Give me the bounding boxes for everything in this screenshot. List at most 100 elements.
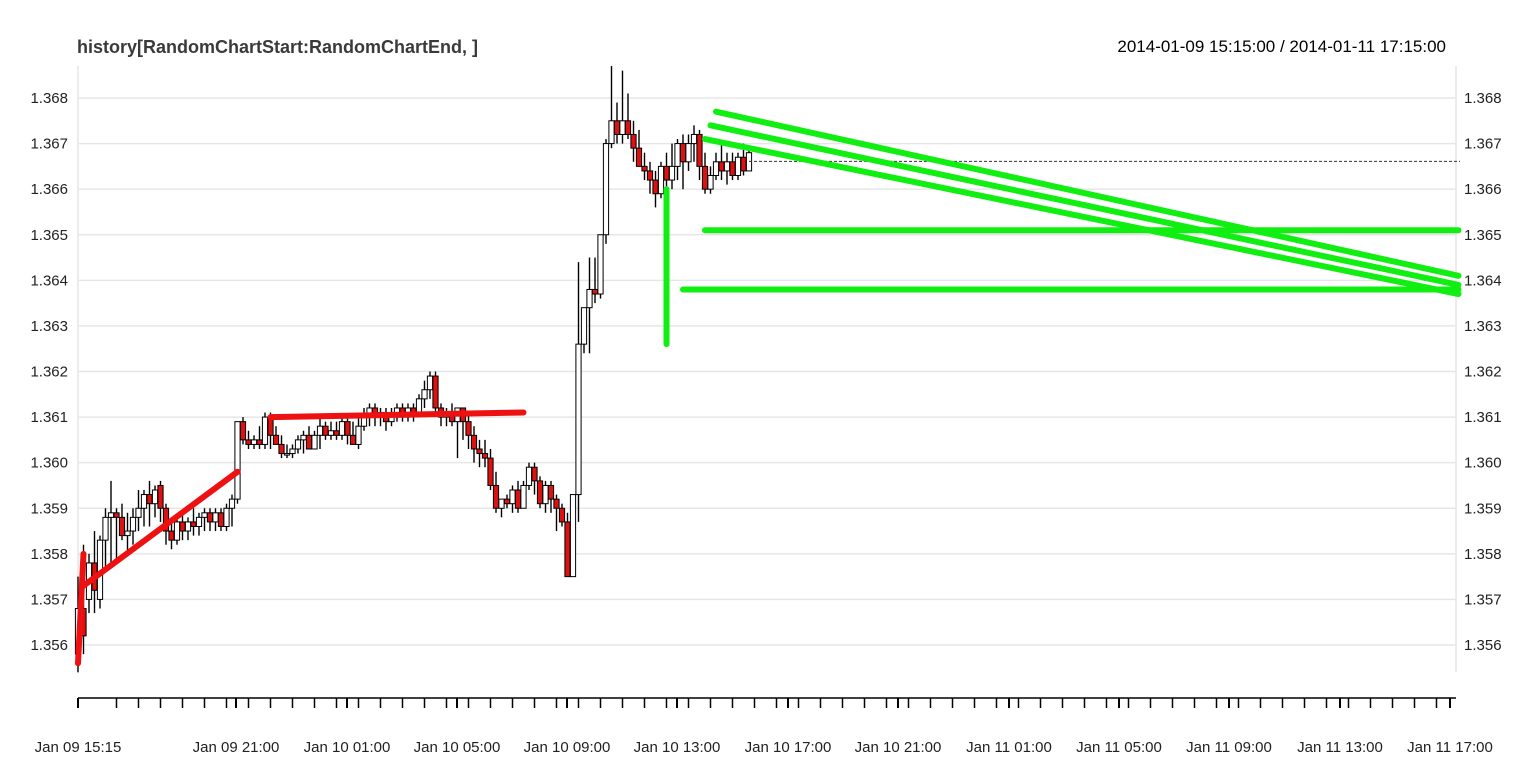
candle-body	[173, 521, 181, 541]
candle-body	[333, 430, 340, 436]
candle-body	[360, 416, 368, 427]
candle-body	[635, 147, 643, 167]
candle-body	[586, 288, 593, 309]
candle-body	[740, 156, 747, 172]
candle-body	[646, 170, 654, 181]
y-tick-label: 1.365	[1464, 227, 1502, 244]
candle-body	[146, 494, 153, 505]
candle-body	[498, 498, 505, 509]
red-trend-line	[267, 409, 527, 421]
candle-body	[509, 489, 516, 505]
x-tick-label: Jan 11 09:00	[1186, 739, 1272, 756]
y-tick-label: 1.367	[1464, 136, 1502, 153]
y-axis-right: 1.356 1.357 1.358 1.359 1.360 1.361 1.362 1.363…	[1464, 90, 1502, 654]
candle-body	[184, 521, 192, 532]
y-tick-label: 1.362	[30, 364, 68, 381]
candle-body	[608, 120, 615, 145]
candle-body	[531, 466, 538, 482]
candle-body	[135, 507, 142, 518]
candle-body	[569, 494, 577, 578]
candle-body	[674, 143, 681, 167]
candle-body	[591, 288, 599, 295]
candle-body	[228, 498, 236, 509]
x-tick-label: Jan 10 05:00	[414, 739, 501, 756]
candle-body	[657, 165, 665, 195]
candle-body	[256, 439, 263, 445]
candle-body	[624, 120, 632, 135]
candle-body	[300, 434, 307, 441]
green-trend-line	[713, 108, 1462, 279]
candle-body	[553, 498, 560, 509]
candle-body	[278, 443, 285, 455]
candle-body	[679, 143, 687, 163]
candle-body	[718, 161, 725, 172]
candle-body	[630, 133, 637, 149]
y-tick-label: 1.357	[1464, 591, 1502, 608]
green-trend-line	[707, 122, 1462, 288]
candle-body	[470, 434, 478, 450]
y-tick-label: 1.367	[30, 136, 68, 153]
y-tick-label: 1.363	[30, 318, 68, 335]
green-trend-line	[702, 136, 1462, 298]
candle-body	[344, 421, 351, 436]
candle-body	[195, 516, 203, 527]
candle-body	[503, 498, 511, 505]
x-tick-label: Jan 11 17:00	[1407, 739, 1493, 756]
candle-body	[327, 430, 335, 436]
candle-body	[261, 416, 269, 445]
candle-body	[542, 484, 549, 505]
candle-body	[701, 165, 709, 190]
candle-body	[201, 512, 208, 518]
x-tick-label: Jan 11 01:00	[966, 739, 1052, 756]
candle-body	[234, 421, 241, 500]
y-tick-label: 1.362	[1464, 364, 1502, 381]
red-trend-line	[80, 468, 241, 589]
trend-lines	[75, 108, 1462, 667]
x-tick-label: Jan 11 05:00	[1076, 739, 1162, 756]
candle-body	[305, 434, 313, 450]
y-tick-label: 1.365	[30, 227, 68, 244]
candle-body	[239, 421, 247, 441]
candle-body	[641, 165, 648, 172]
y-tick-label: 1.357	[30, 591, 68, 608]
y-axis-left: 1.356 1.357 1.358 1.359 1.360 1.361 1.362 1.363…	[30, 90, 68, 654]
candle-body	[426, 375, 434, 391]
y-tick-label: 1.361	[30, 409, 68, 426]
y-tick-label: 1.360	[30, 455, 68, 472]
candle-body	[311, 434, 318, 450]
candle-body	[652, 179, 659, 195]
candle-body	[113, 512, 120, 518]
red-trend-line	[75, 550, 87, 667]
candle-body	[415, 398, 423, 414]
candle-body	[272, 434, 280, 445]
candle-body	[712, 161, 720, 176]
candle-body	[355, 425, 362, 445]
x-tick-label: Jan 10 21:00	[855, 739, 942, 756]
candle-body	[729, 161, 736, 176]
y-tick-label: 1.356	[30, 637, 68, 654]
candle-body	[118, 516, 126, 537]
candle-body	[723, 161, 731, 172]
candles	[74, 66, 753, 673]
candle-body	[602, 143, 610, 236]
candle-body	[179, 521, 186, 532]
y-tick-label: 1.363	[1464, 318, 1502, 335]
y-tick-label: 1.361	[1464, 409, 1502, 426]
grid	[77, 66, 1457, 672]
candle-body	[294, 439, 302, 450]
candle-body	[124, 530, 131, 537]
x-tick-label: Jan 10 01:00	[304, 739, 391, 756]
candle-body	[487, 457, 494, 486]
candle-body	[707, 174, 714, 190]
x-tick-label: Jan 09 21:00	[193, 739, 280, 756]
candle-body	[685, 143, 692, 163]
candle-body	[668, 165, 676, 181]
chart-title: history[RandomChartStart:RandomChartEnd,…	[77, 37, 478, 57]
x-tick-label: Jan 11 13:00	[1297, 739, 1383, 756]
candle-body	[316, 425, 324, 436]
candle-body	[690, 133, 698, 145]
candle-body	[619, 120, 626, 135]
candle-body	[514, 489, 522, 509]
x-tick-label: Jan 09 15:15	[35, 739, 122, 756]
y-tick-label: 1.359	[1464, 500, 1502, 517]
